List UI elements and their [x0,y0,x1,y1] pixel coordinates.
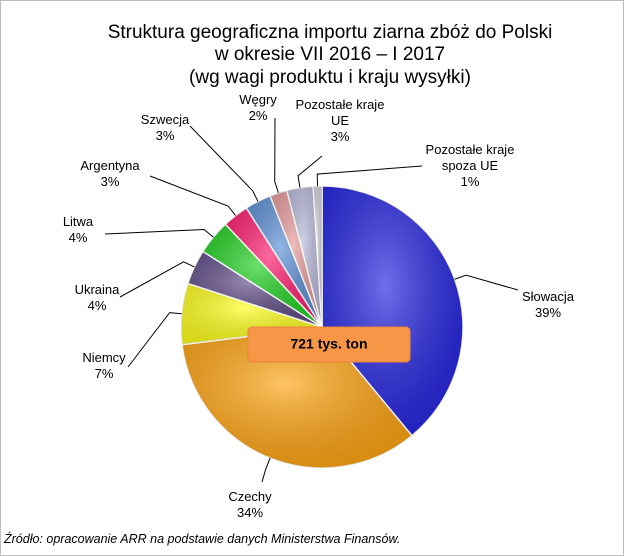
slice-label: Ukraina 4% [42,282,152,314]
slice-label: Pozostałe kraje spoza UE 1% [415,142,525,190]
category-label: Niemcy [82,350,126,365]
value-label: 2% [248,108,268,123]
slice-label: Słowacja 39% [493,289,603,321]
category-label: Ukraina [74,282,120,297]
value-label: 34% [236,505,264,520]
slice-label: Litwa 4% [23,214,133,246]
category-label: Litwa [62,214,94,229]
value-label: 4% [87,298,107,313]
category-label: Pozostałe kraje spoza UE [425,142,515,173]
category-label: Węgry [239,92,277,107]
leader-line [454,274,519,291]
value-label: 4% [68,230,88,245]
category-label: Słowacja [521,289,575,304]
slice-label: Węgry 2% [203,92,313,124]
leader-line [261,457,271,483]
slice-label: Argentyna 3% [55,158,165,190]
leader-line [297,155,323,188]
slice-label: Szwecja 3% [110,112,220,144]
category-label: Szwecja [140,112,190,127]
annotation: 721 tys. ton [290,336,367,352]
leader-line [316,165,423,187]
slice-label: Niemcy 7% [49,350,159,382]
value-label: 3% [330,129,350,144]
chart-title: Struktura geograficzna importu ziarna zb… [107,22,553,43]
category-label: Czechy [228,489,272,504]
category-label: Argentyna [80,158,140,173]
chart-title: w okresie VII 2016 – I 2017 [214,44,446,65]
chart-title: (wg wagi produktu i kraju wysyłki) [189,67,471,88]
value-label: 3% [100,174,120,189]
category-label: Pozostałe kraje UE [295,97,385,128]
value-label: 3% [155,128,175,143]
slice-label: Pozostałe kraje UE 3% [285,97,395,145]
value-label: 39% [534,305,562,320]
leader-line [274,117,279,194]
leader-line [189,125,259,202]
annotation-box [247,326,411,363]
value-label: 1% [460,174,480,189]
leader-line [104,228,214,238]
leader-line [127,312,182,368]
value-label: 7% [94,366,114,381]
slice-label: Czechy 34% [195,489,305,521]
leader-line [149,175,236,216]
source-note: Źródło: opracowanie ARR na podstawie dan… [4,532,401,546]
leader-line [119,261,195,298]
